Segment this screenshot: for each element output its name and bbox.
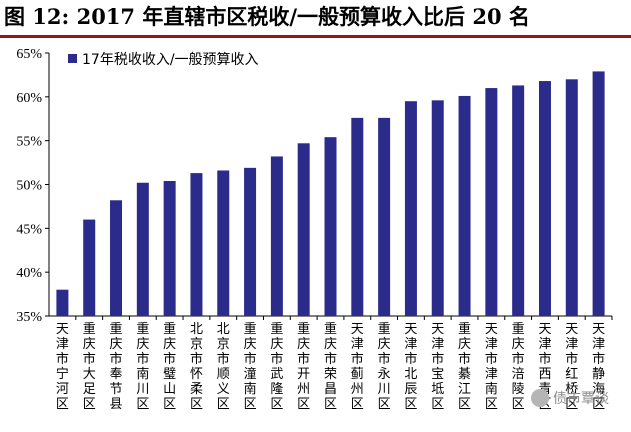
category-label: 重庆市璧山区: [163, 321, 176, 412]
watermark: 债市覃谈: [531, 388, 609, 408]
bar: [431, 100, 444, 316]
category-label: 重庆市武隆区: [270, 321, 283, 412]
bar: [110, 200, 123, 316]
category-label: 天津市北辰区: [404, 322, 417, 412]
category-label: 天津市宝坻区: [431, 322, 444, 412]
bar: [592, 71, 605, 316]
category-label: 北京市顺义区: [217, 322, 230, 412]
bar: [485, 88, 498, 316]
title-divider: [0, 35, 631, 38]
bar: [190, 173, 203, 316]
category-label: 重庆市大足区: [83, 321, 96, 412]
bar: [217, 170, 230, 316]
bar: [163, 180, 176, 316]
category-label: 重庆市涪陵区: [512, 321, 525, 412]
y-tick-label: 40%: [16, 266, 42, 281]
bar: [297, 143, 310, 316]
bar: [458, 95, 471, 316]
category-label: 天津市津南区: [485, 322, 498, 412]
bar: [404, 101, 417, 316]
y-tick-label: 65%: [16, 47, 42, 62]
figure-title: 图 12: 2017 年直辖市区税收/一般预算收入比后 20 名: [4, 4, 530, 29]
category-label: 重庆市綦江区: [458, 321, 471, 412]
y-tick-label: 50%: [16, 179, 42, 194]
bar: [378, 117, 391, 316]
y-tick-label: 45%: [16, 222, 42, 237]
category-label: 重庆市南川区: [136, 321, 149, 412]
category-label: 重庆市奉节县: [110, 321, 123, 412]
legend-label: 17年税收收入/一般预算收入: [82, 52, 259, 68]
category-label: 重庆市开州区: [297, 321, 310, 412]
category-label: 重庆市荣昌区: [324, 321, 337, 412]
y-tick-label: 55%: [16, 135, 42, 150]
category-label: 重庆市潼南区: [244, 321, 257, 412]
bar: [351, 117, 364, 316]
category-label: 天津市宁河区: [56, 322, 69, 412]
y-tick-label: 35%: [16, 310, 42, 325]
bar: [512, 85, 525, 316]
bar: [83, 219, 96, 316]
bar: [565, 79, 578, 316]
bar: [244, 167, 257, 316]
category-label: 天津市静海区: [592, 322, 605, 412]
category-label: 天津市红桥区: [565, 322, 578, 412]
legend-swatch: [68, 54, 77, 63]
wechat-icon: [531, 389, 549, 407]
category-label: 北京市怀柔区: [190, 322, 203, 412]
y-tick-label: 60%: [16, 91, 42, 106]
bar: [56, 289, 69, 316]
bar: [538, 81, 551, 316]
bar: [270, 156, 283, 316]
bar: [136, 182, 149, 316]
category-label: 重庆市永川区: [378, 321, 391, 412]
bar: [324, 137, 337, 316]
category-label: 天津市蓟州区: [351, 322, 364, 412]
watermark-text: 债市覃谈: [553, 391, 609, 407]
